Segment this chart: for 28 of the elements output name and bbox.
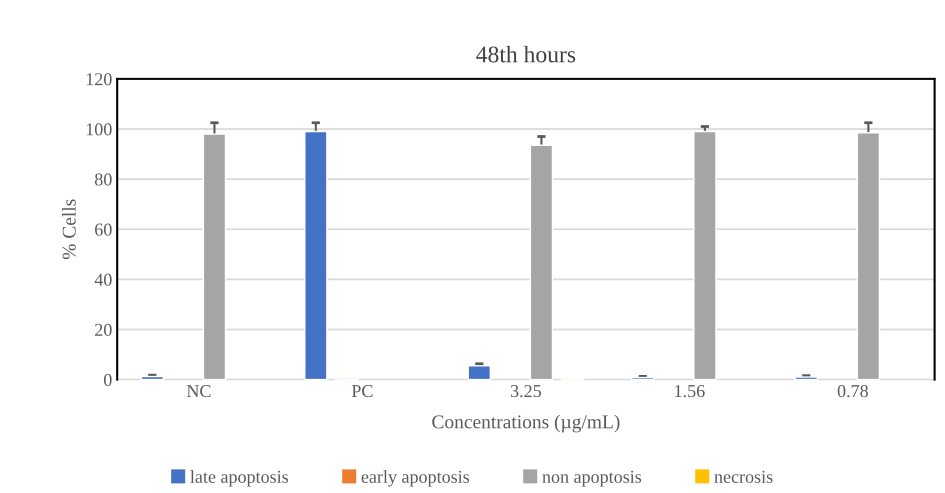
bar (856, 132, 880, 380)
chart-title: 48th hours (476, 46, 576, 62)
x-tick-label: 0.78 (838, 384, 868, 398)
y-axis-title: % Cells (62, 199, 76, 260)
bar (530, 144, 554, 380)
y-tick-label: 80 (94, 173, 112, 186)
bar (468, 365, 492, 380)
x-tick-label: PC (352, 385, 372, 398)
legend-label: necrosis (714, 470, 772, 483)
bar (631, 376, 655, 380)
y-tick-label: 20 (95, 324, 112, 336)
y-tick-label: 120 (86, 73, 112, 86)
x-tick-label: 3.25 (510, 385, 541, 398)
y-tick-label: 100 (86, 123, 112, 136)
bar (202, 133, 226, 380)
x-tick-label: NC (186, 385, 210, 398)
bar (140, 376, 164, 380)
bar (693, 130, 717, 380)
x-axis-title: Concentrations (µg/mL) (432, 414, 620, 432)
legend-label: late apoptosis (190, 470, 288, 487)
y-tick-label: 40 (94, 274, 112, 286)
bar (304, 130, 328, 380)
bar (794, 376, 818, 380)
legend-label: early apoptosis (362, 470, 470, 487)
x-tick-label: 1.56 (675, 385, 705, 398)
y-tick-label: 0 (104, 374, 112, 386)
y-tick-label: 60 (95, 224, 112, 236)
legend-label: non apoptosis (542, 470, 642, 487)
